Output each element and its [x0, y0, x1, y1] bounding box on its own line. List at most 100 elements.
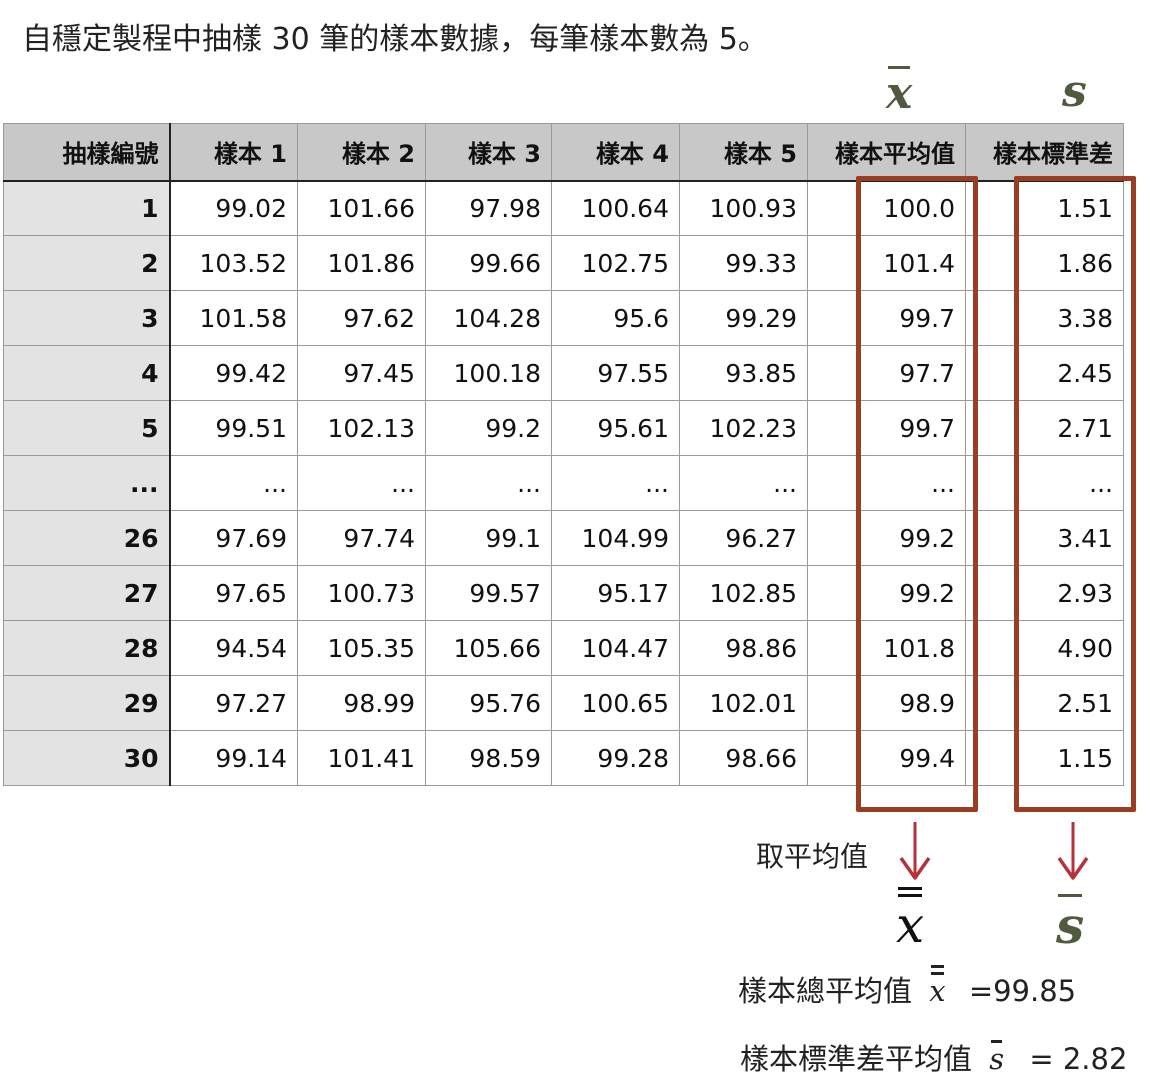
mean-sd-symbol: s — [1056, 894, 1085, 955]
table-cell: 102.01 — [679, 675, 808, 731]
table-cell: 97.65 — [169, 565, 298, 621]
sample-index-cell: 29 — [3, 675, 171, 731]
table-cell: 100.18 — [425, 345, 552, 401]
table-body: 1 99.02 101.66 97.98 100.64 100.93 100.0 1.51 2 1… — [3, 180, 1124, 786]
table-cell: 101.4 — [807, 235, 966, 291]
table-cell: 1.51 — [965, 180, 1124, 236]
table-row: ........................ — [3, 455, 1124, 511]
table-cell: 99.66 — [425, 235, 552, 291]
s-symbol-top: s — [1062, 66, 1087, 117]
table-cell: 98.66 — [679, 730, 808, 786]
down-arrow-icon — [1057, 822, 1089, 880]
down-arrow-icon — [899, 822, 931, 880]
table-cell: 3.38 — [965, 290, 1124, 346]
table-cell: 102.23 — [679, 400, 808, 456]
grand-mean-label: 樣本總平均值 — [738, 974, 913, 1008]
table-cell: 97.98 — [425, 180, 552, 236]
table-cell: 94.54 — [169, 620, 298, 676]
column-header: 抽樣編號 — [3, 123, 171, 182]
table-row: 30 99.14 101.41 98.59 99.28 98.66 99.4 1.15 — [3, 730, 1124, 786]
column-header: 樣本 1 — [169, 123, 298, 182]
table-cell: 99.7 — [807, 290, 966, 346]
sample-index-cell: 26 — [3, 510, 171, 566]
table-row: 1 99.02 101.66 97.98 100.64 100.93 100.0 1.51 — [3, 180, 1124, 236]
column-header: 樣本標準差 — [965, 123, 1124, 182]
table-cell: ... — [551, 455, 680, 511]
table-cell: 99.4 — [807, 730, 966, 786]
table-cell: 99.57 — [425, 565, 552, 621]
table-cell: 104.28 — [425, 290, 552, 346]
table-cell: 99.28 — [551, 730, 680, 786]
sd-column-highlight — [1014, 176, 1136, 812]
grand-mean-result: 樣本總平均值 x =99.85 — [738, 965, 1077, 1010]
table-cell: 93.85 — [679, 345, 808, 401]
table-cell: 95.76 — [425, 675, 552, 731]
xbar-symbol-top: x — [886, 66, 913, 119]
table-cell: 102.13 — [297, 400, 426, 456]
intro-text: 自穩定製程中抽樣 30 筆的樣本數據，每筆樣本數為 5。 — [22, 22, 768, 57]
table-cell: 100.64 — [551, 180, 680, 236]
table-cell: 99.33 — [679, 235, 808, 291]
table-cell: 99.2 — [807, 510, 966, 566]
table-cell: 101.86 — [297, 235, 426, 291]
mean-sd-value: = 2.82 — [1029, 1042, 1128, 1076]
sample-index-cell: 2 — [3, 235, 171, 291]
sample-index-cell: 30 — [3, 730, 171, 786]
table-row: 26 97.69 97.74 99.1 104.99 96.27 99.2 3.41 — [3, 510, 1124, 566]
table-cell: 3.41 — [965, 510, 1124, 566]
table-row: 5 99.51 102.13 99.2 95.61 102.23 99.7 2.71 — [3, 400, 1124, 456]
table-cell: 1.15 — [965, 730, 1124, 786]
mean-sd-inline-symbol: s — [989, 1040, 1005, 1076]
take-mean-label: 取平均值 — [756, 840, 869, 873]
table-cell: 104.47 — [551, 620, 680, 676]
table-cell: 99.42 — [169, 345, 298, 401]
table-cell: 95.6 — [551, 290, 680, 346]
table-cell: 102.75 — [551, 235, 680, 291]
sample-index-cell: 4 — [3, 345, 171, 401]
table-cell: ... — [297, 455, 426, 511]
table-cell: 105.35 — [297, 620, 426, 676]
table-cell: 98.99 — [297, 675, 426, 731]
table-cell: 97.74 — [297, 510, 426, 566]
table-cell: 98.9 — [807, 675, 966, 731]
column-header: 樣本 4 — [551, 123, 680, 182]
table-cell: 97.27 — [169, 675, 298, 731]
table-cell: 97.55 — [551, 345, 680, 401]
table-cell: 101.66 — [297, 180, 426, 236]
sample-index-cell: 1 — [3, 180, 171, 236]
table-cell: 103.52 — [169, 235, 298, 291]
sample-index-cell: 27 — [3, 565, 171, 621]
table-cell: 97.62 — [297, 290, 426, 346]
column-header: 樣本 3 — [425, 123, 552, 182]
table-row: 2 103.52 101.86 99.66 102.75 99.33 101.4 1.86 — [3, 235, 1124, 291]
column-header: 樣本 2 — [297, 123, 426, 182]
table-cell: 2.93 — [965, 565, 1124, 621]
table-cell: 99.51 — [169, 400, 298, 456]
table-cell: ... — [425, 455, 552, 511]
column-header: 樣本 5 — [679, 123, 808, 182]
grand-mean-value: =99.85 — [968, 974, 1077, 1008]
table-cell: 4.90 — [965, 620, 1124, 676]
table-cell: 99.02 — [169, 180, 298, 236]
table-cell: 99.2 — [425, 400, 552, 456]
table-cell: 101.58 — [169, 290, 298, 346]
table-cell: 97.69 — [169, 510, 298, 566]
table-cell: 2.71 — [965, 400, 1124, 456]
table-cell: 102.85 — [679, 565, 808, 621]
table-cell: 2.51 — [965, 675, 1124, 731]
grand-mean-symbol: x — [896, 887, 925, 954]
mean-column-highlight — [856, 176, 978, 812]
sample-index-cell: 28 — [3, 620, 171, 676]
table-cell: 101.41 — [297, 730, 426, 786]
table-cell: 100.65 — [551, 675, 680, 731]
table-cell: 95.17 — [551, 565, 680, 621]
table-cell: 97.7 — [807, 345, 966, 401]
table-cell: ... — [679, 455, 808, 511]
table-cell: 97.45 — [297, 345, 426, 401]
table-header-row: 抽樣編號 樣本 1 樣本 2 樣本 3 樣本 4 樣本 5 樣本平均值 樣本標準差 — [3, 123, 1124, 182]
mean-sd-label: 樣本標準差平均值 — [740, 1042, 973, 1076]
table-row: 29 97.27 98.99 95.76 100.65 102.01 98.9 2.51 — [3, 675, 1124, 731]
table-cell: 105.66 — [425, 620, 552, 676]
table-cell: 99.29 — [679, 290, 808, 346]
table-cell: 100.93 — [679, 180, 808, 236]
